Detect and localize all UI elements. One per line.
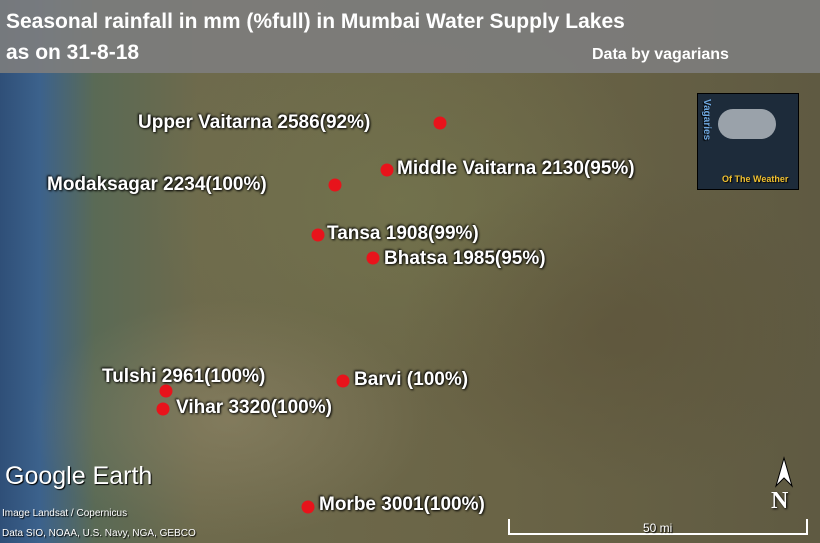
lake-label: Upper Vaitarna 2586(92%): [138, 112, 371, 133]
lake-label: Barvi (100%): [354, 369, 469, 390]
lake-label: Middle Vaitarna 2130(95%): [397, 158, 635, 179]
attribution: Data SIO, NOAA, U.S. Navy, NGA, GEBCO: [2, 528, 196, 539]
lake-marker: [328, 178, 342, 192]
lake-label: Bhatsa 1985(95%): [384, 248, 546, 269]
lake-marker: [159, 384, 173, 398]
title-bar: [0, 0, 820, 73]
north-arrow-shape: [774, 456, 794, 488]
scale-bar: [508, 519, 808, 535]
credit: Data by vagarians: [592, 46, 729, 63]
lake-marker: [311, 228, 325, 242]
logo-text: Vagaries: [701, 99, 712, 141]
lake-label: Tansa 1908(99%): [327, 223, 479, 244]
logo-cloud: [718, 109, 776, 139]
brand: Google Earth: [5, 462, 153, 490]
lake-marker: [433, 116, 447, 130]
title: as on 31-8-18: [6, 41, 140, 64]
lake-label: Tulshi 2961(100%): [102, 366, 266, 387]
lake-label: Morbe 3001(100%): [319, 494, 485, 515]
lake-marker: [336, 374, 350, 388]
lake-label: Modaksagar 2234(100%): [47, 174, 267, 195]
logo: Vagaries Of The Weather: [697, 93, 799, 190]
attribution: Image Landsat / Copernicus: [2, 508, 128, 519]
lake-marker: [366, 251, 380, 265]
scale-label: 50 mi: [643, 521, 673, 535]
north-label: N: [771, 488, 789, 514]
lake-marker: [380, 163, 394, 177]
north-arrow: [774, 456, 794, 488]
title: Seasonal rainfall in mm (%full) in Mumba…: [6, 10, 625, 33]
lake-label: Vihar 3320(100%): [176, 397, 332, 418]
lake-marker: [156, 402, 170, 416]
lake-marker: [301, 500, 315, 514]
logo-text: Of The Weather: [722, 174, 789, 184]
